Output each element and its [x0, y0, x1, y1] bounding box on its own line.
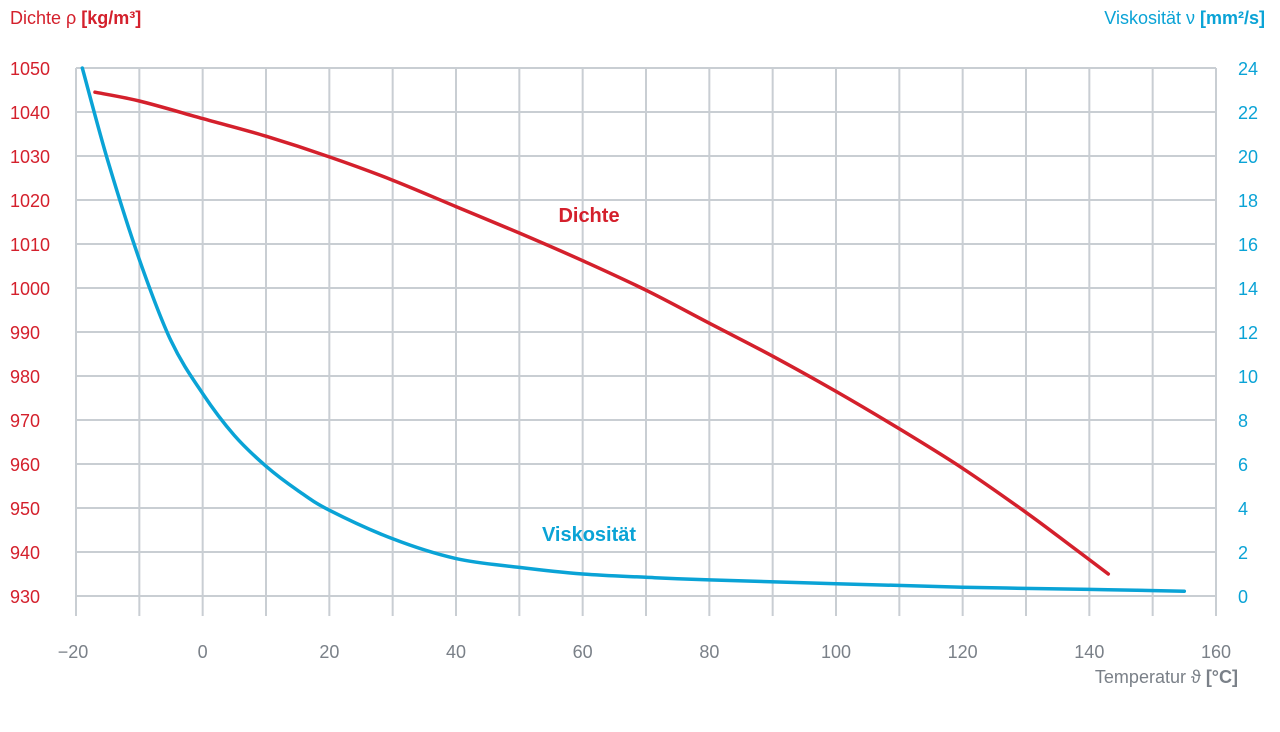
- right-axis-title-text: Viskosität ν: [1104, 8, 1200, 28]
- y-right-tick-label: 0: [1238, 587, 1248, 607]
- y-left-tick-label: 1030: [10, 147, 50, 167]
- y-left-tick-label: 950: [10, 499, 40, 519]
- y-right-tick-label: 6: [1238, 455, 1248, 475]
- x-tick-label: 100: [821, 642, 851, 662]
- y-right-tick-label: 12: [1238, 323, 1258, 343]
- left-axis-title: Dichte ρ [kg/m³]: [10, 8, 141, 28]
- series-label-dichte: Dichte: [558, 205, 619, 227]
- x-tick-label: 20: [319, 642, 339, 662]
- x-tick-label: 140: [1074, 642, 1104, 662]
- y-left-tick-label: 960: [10, 455, 40, 475]
- right-axis-title-unit: [mm²/s]: [1200, 8, 1265, 28]
- series-label-viskosit-t: Viskosität: [542, 524, 636, 546]
- tick-labels: −20 0 20 40 60 80 100 120 140 1609309409509609709…: [10, 59, 1258, 662]
- right-axis-title: Viskosität ν [mm²/s]: [1104, 8, 1265, 28]
- x-axis-title: Temperatur ϑ [°C]: [1095, 667, 1238, 687]
- y-right-tick-label: 8: [1238, 411, 1248, 431]
- x-tick-label: 40: [446, 642, 466, 662]
- series-line-dichte: [93, 90, 1111, 576]
- x-axis-title-unit: [°C]: [1206, 667, 1238, 687]
- y-right-tick-label: 14: [1238, 279, 1258, 299]
- y-right-tick-label: 22: [1238, 103, 1258, 123]
- y-left-tick-label: 970: [10, 411, 40, 431]
- y-right-tick-label: 16: [1238, 235, 1258, 255]
- grid-lines: [75, 67, 1217, 616]
- x-tick-label: 0: [198, 642, 208, 662]
- series-line-viskosit-t: [80, 66, 1187, 593]
- y-left-tick-label: 980: [10, 367, 40, 387]
- y-right-tick-label: 24: [1238, 59, 1258, 79]
- y-left-tick-label: 1010: [10, 235, 50, 255]
- y-right-tick-label: 4: [1238, 499, 1248, 519]
- y-left-tick-label: 1040: [10, 103, 50, 123]
- x-tick-label: 60: [573, 642, 593, 662]
- left-axis-title-text: Dichte ρ: [10, 8, 81, 28]
- axis-titles: Dichte ρ [kg/m³] Viskosität ν [mm²/s] Te…: [10, 8, 1265, 687]
- x-tick-label: −20: [58, 642, 89, 662]
- y-left-tick-label: 940: [10, 543, 40, 563]
- y-left-tick-label: 930: [10, 587, 40, 607]
- y-left-tick-label: 990: [10, 323, 40, 343]
- x-tick-label: 80: [699, 642, 719, 662]
- x-tick-label: 120: [948, 642, 978, 662]
- x-axis-title-text: Temperatur ϑ: [1095, 667, 1206, 687]
- y-right-tick-label: 20: [1238, 147, 1258, 167]
- x-tick-label: 160: [1201, 642, 1231, 662]
- y-right-tick-label: 2: [1238, 543, 1248, 563]
- series-lines: Dichte Viskosität: [80, 66, 1187, 593]
- left-axis-title-unit: [kg/m³]: [81, 8, 141, 28]
- y-right-tick-label: 18: [1238, 191, 1258, 211]
- y-right-tick-label: 10: [1238, 367, 1258, 387]
- y-left-tick-label: 1020: [10, 191, 50, 211]
- y-left-tick-label: 1050: [10, 59, 50, 79]
- y-left-tick-label: 1000: [10, 279, 50, 299]
